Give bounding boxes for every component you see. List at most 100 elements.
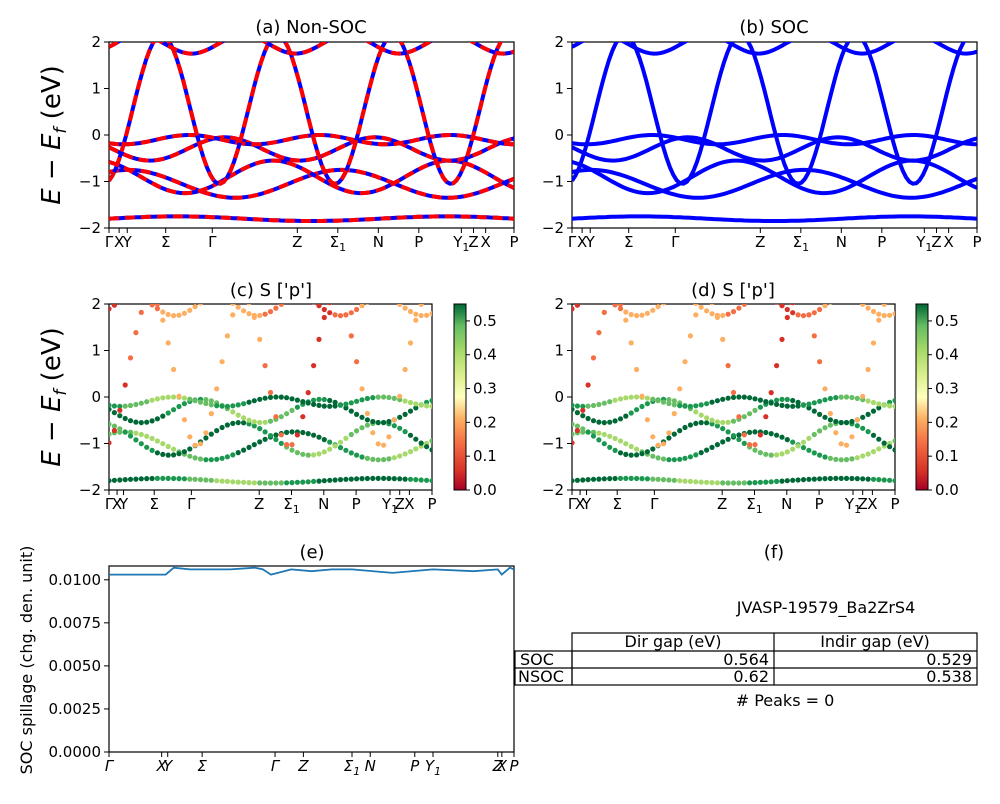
xtick-label: Σ bbox=[161, 233, 170, 251]
band-point bbox=[596, 476, 602, 482]
band-point bbox=[160, 441, 166, 447]
band-point bbox=[876, 477, 882, 483]
band-point bbox=[192, 304, 198, 310]
band-point bbox=[267, 480, 274, 486]
band-point bbox=[111, 410, 117, 416]
band-point bbox=[892, 298, 897, 303]
band-point bbox=[224, 333, 230, 339]
band-point bbox=[849, 475, 855, 482]
colorbar-label: 0.1 bbox=[473, 447, 497, 465]
band-point bbox=[623, 309, 629, 315]
band-point bbox=[655, 442, 661, 448]
band-point bbox=[650, 453, 656, 459]
band-point bbox=[348, 450, 354, 456]
band-point bbox=[870, 432, 877, 438]
band-point bbox=[343, 405, 349, 411]
xtick-label: Z bbox=[931, 233, 941, 251]
ytick-label: 0 bbox=[554, 126, 564, 144]
band-point bbox=[109, 440, 112, 446]
band-point bbox=[305, 431, 311, 437]
band-point bbox=[784, 306, 790, 313]
band-point bbox=[800, 313, 807, 319]
band-point bbox=[854, 476, 860, 482]
band-point bbox=[294, 404, 300, 410]
band-point bbox=[343, 312, 349, 318]
band-point bbox=[714, 398, 721, 404]
band-point bbox=[122, 415, 128, 422]
band-point bbox=[736, 414, 742, 420]
band-point bbox=[391, 476, 397, 482]
band-point bbox=[267, 309, 274, 315]
band-point bbox=[693, 403, 699, 409]
spillage-line bbox=[109, 566, 515, 576]
band-point bbox=[251, 480, 257, 486]
xtick-label: Z bbox=[492, 757, 504, 775]
header-dir-gap: Dir gap (eV) bbox=[625, 632, 722, 651]
band-point bbox=[779, 304, 785, 309]
band-point bbox=[235, 450, 241, 456]
band-point bbox=[774, 452, 780, 458]
band-point bbox=[165, 410, 171, 416]
band-point bbox=[585, 477, 591, 483]
band-point bbox=[133, 476, 139, 482]
band-point bbox=[187, 476, 193, 482]
band-point bbox=[704, 308, 710, 314]
band-point bbox=[817, 306, 823, 313]
band-point bbox=[865, 429, 871, 435]
band-point bbox=[730, 418, 737, 424]
band-point bbox=[839, 295, 844, 300]
xtick-label: Y bbox=[581, 495, 592, 513]
colorbar-gradient bbox=[915, 303, 929, 491]
band-point bbox=[300, 429, 306, 436]
band-point bbox=[747, 395, 753, 401]
band-point bbox=[257, 439, 263, 445]
xtick-label: X bbox=[112, 495, 122, 513]
band-point bbox=[154, 438, 160, 444]
band-point bbox=[763, 479, 769, 485]
band-point bbox=[354, 411, 360, 417]
band-point bbox=[413, 446, 419, 452]
band-point bbox=[704, 420, 710, 426]
band-point bbox=[230, 304, 236, 306]
band-point bbox=[386, 296, 391, 301]
band-point bbox=[348, 400, 354, 406]
band-point bbox=[111, 304, 117, 308]
band-point bbox=[397, 425, 403, 431]
band-point bbox=[171, 475, 177, 482]
band-point bbox=[332, 477, 338, 483]
panel-e-title: (e) bbox=[299, 542, 324, 563]
band-point bbox=[709, 444, 715, 450]
band-point bbox=[870, 340, 877, 346]
band-point bbox=[407, 432, 414, 438]
band-point bbox=[407, 399, 414, 406]
band-point bbox=[197, 441, 204, 447]
band-point bbox=[682, 424, 688, 431]
band-point bbox=[109, 431, 112, 437]
band-point bbox=[381, 457, 387, 463]
band-point bbox=[262, 311, 268, 317]
xtick-label: Y bbox=[122, 233, 133, 251]
band-point bbox=[612, 397, 618, 403]
band-point bbox=[790, 304, 795, 306]
band-point bbox=[176, 393, 182, 399]
band-point bbox=[655, 304, 661, 310]
band-point bbox=[860, 304, 866, 307]
band-point bbox=[241, 479, 247, 485]
band-point bbox=[424, 312, 430, 318]
band-point bbox=[779, 434, 785, 440]
band-point bbox=[634, 366, 640, 373]
band-point bbox=[596, 430, 602, 436]
band-point bbox=[273, 436, 279, 443]
band-point bbox=[634, 452, 640, 458]
band-point bbox=[795, 312, 801, 318]
band-point bbox=[865, 451, 871, 457]
band-point bbox=[413, 405, 419, 411]
band-point bbox=[628, 443, 634, 450]
band-point bbox=[811, 310, 817, 316]
colorbar-label: 0.2 bbox=[935, 413, 959, 431]
ytick-label: 2 bbox=[554, 33, 564, 51]
band-point bbox=[865, 305, 871, 311]
band-point bbox=[154, 306, 160, 312]
band-point bbox=[628, 394, 634, 400]
band-point bbox=[784, 403, 790, 409]
